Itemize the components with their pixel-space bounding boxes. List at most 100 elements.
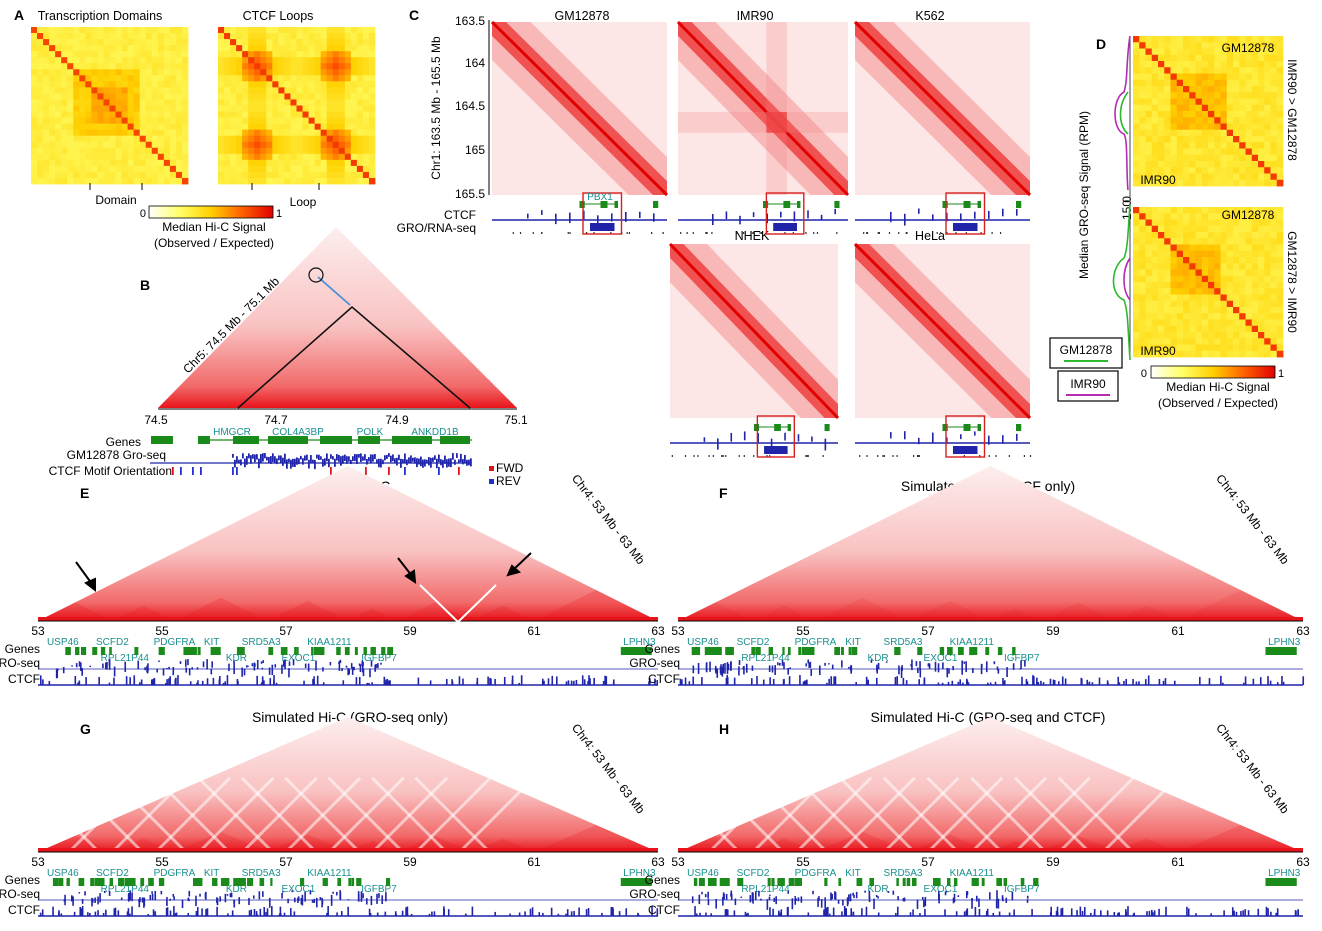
d-bottom-corner-imr90: IMR90 xyxy=(1140,344,1176,358)
panel-letter-g: G xyxy=(80,721,91,737)
panel-g-title: Simulated Hi-C (GRO-seq only) xyxy=(252,709,448,725)
gene-label: LPHN3 xyxy=(623,868,656,879)
axis-tick: 57 xyxy=(279,855,293,869)
axis-tick: 55 xyxy=(796,855,810,869)
axis-tick: 59 xyxy=(1046,624,1060,638)
axis-tick: 59 xyxy=(403,855,417,869)
gene-label-hmgcr: HMGCR xyxy=(213,427,251,438)
track-label: Genes xyxy=(645,873,680,887)
track-label: CTCF xyxy=(8,903,40,917)
axis-tick: 61 xyxy=(1171,624,1185,638)
panel-letter-e: E xyxy=(80,485,89,501)
region-label: Chr4: 53 Mb - 63 Mb xyxy=(1213,721,1292,817)
gene-label: IGFBP7 xyxy=(361,653,397,664)
axis-tick: 53 xyxy=(671,624,685,638)
heatmap-d-imr90-gt-gm12878 xyxy=(1133,36,1284,187)
legend-imr90-label: IMR90 xyxy=(1070,377,1106,391)
track-label: GRO-seq xyxy=(0,656,40,670)
panel-d-ylabel: Median GRO-seq Signal (RPM) xyxy=(1077,111,1091,279)
heatmap-transcription-domains xyxy=(31,27,189,185)
gm12878-profile-bottom xyxy=(1112,204,1131,361)
colorbar-d-label1: Median Hi-C Signal xyxy=(1166,380,1269,394)
gene-label: SCFD2 xyxy=(737,868,770,879)
track-label-genes-b: Genes xyxy=(106,435,141,449)
panel-letter-a: A xyxy=(14,7,24,23)
panel-h-title: Simulated Hi-C (GRO-seq and CTCF) xyxy=(871,709,1106,725)
panel-c-ytick-1: 163.5 xyxy=(455,14,485,28)
gene-label: SCFD2 xyxy=(96,868,129,879)
panel-letter-b: B xyxy=(140,277,150,293)
gene-label: SRD5A3 xyxy=(884,637,923,648)
axis-tick: 63 xyxy=(1296,855,1310,869)
hic-triangle-b xyxy=(158,227,517,409)
axis-tick: 57 xyxy=(921,855,935,869)
gene-label: PDGFRA xyxy=(795,868,837,879)
panel-c-ytick-2: 164 xyxy=(465,56,485,70)
gene-label: USP46 xyxy=(687,637,719,648)
gene-label-col4a3bp: COL4A3BP xyxy=(272,427,324,438)
axis-tick: 55 xyxy=(796,624,810,638)
panel-a-title-2: CTCF Loops xyxy=(243,9,314,23)
gene-label: PDGFRA xyxy=(154,868,196,879)
gene-label: KIT xyxy=(204,637,220,648)
imr90-profile-top xyxy=(1114,35,1131,191)
colorbar-d xyxy=(1150,365,1276,379)
axis-tick: 61 xyxy=(1171,855,1185,869)
gene-label: LPHN3 xyxy=(1268,868,1301,879)
colorbar-d-label2: (Observed / Expected) xyxy=(1158,396,1278,410)
region-label: Chr4: 53 Mb - 63 Mb xyxy=(1213,472,1292,568)
gene-label: KDR xyxy=(867,884,888,895)
heatmap-ctcf-loops xyxy=(218,27,376,185)
d-bottom-corner-gm12878: GM12878 xyxy=(1222,208,1275,222)
gene-label: RPL21P44 xyxy=(101,884,150,895)
track-label: GRO-seq xyxy=(629,887,680,901)
ctcf-motif-track-b xyxy=(172,467,460,475)
axis-tick: 61 xyxy=(527,624,541,638)
panel-c-ylabel: Chr1: 163.5 Mb - 165.5 Mb xyxy=(429,36,443,180)
rev-legend-label: REV xyxy=(496,474,521,488)
axis-tick: 59 xyxy=(1046,855,1060,869)
axis-tick: 57 xyxy=(921,624,935,638)
axis-tick: 55 xyxy=(155,624,169,638)
gene-label: KIT xyxy=(204,868,220,879)
track-label-groseq-b: GM12878 Gro-seq xyxy=(67,448,166,462)
heatmap-d-gm12878-gt-imr90 xyxy=(1133,207,1284,358)
domain-xlabel: Domain xyxy=(95,193,136,207)
panel-letter-h: H xyxy=(719,721,729,737)
track-label-ctcf-c: CTCF xyxy=(444,208,476,222)
track-label: CTCF xyxy=(648,672,680,686)
track-label: GRO-seq xyxy=(629,656,680,670)
gene-label: IGFBP7 xyxy=(1004,884,1040,895)
colorbar-a-label2: (Observed / Expected) xyxy=(154,236,274,250)
gene-label: EXOC1 xyxy=(924,884,958,895)
bottom-hic-panels: Chr4: 53 Mb - 63 Mb535557596163GenesGRO-… xyxy=(0,466,1310,917)
gene-label: SCFD2 xyxy=(737,637,770,648)
gene-label: KIAA1211 xyxy=(950,637,995,648)
track-label: GRO-seq xyxy=(0,887,40,901)
colorbar-a xyxy=(148,205,274,219)
colorbar-a-min: 0 xyxy=(140,208,146,220)
panel-d-ymin: 0 xyxy=(1120,196,1134,203)
panel-letter-f: F xyxy=(719,485,728,501)
gene-label: PDGFRA xyxy=(154,637,196,648)
panel-b-tick-3: 74.9 xyxy=(385,413,409,427)
axis-tick: 61 xyxy=(527,855,541,869)
gene-label: KDR xyxy=(867,653,888,664)
gene-label: EXOC1 xyxy=(924,653,958,664)
gm12878-profile-top xyxy=(1119,91,1129,135)
rev-legend-swatch xyxy=(489,479,494,484)
track-label-ctcf-motif-b: CTCF Motif Orientation xyxy=(49,464,172,478)
gene-label: IGFBP7 xyxy=(1004,653,1040,664)
panel-c-ytick-4: 165 xyxy=(465,143,485,157)
gene-label: SCFD2 xyxy=(96,637,129,648)
d-top-corner-imr90: IMR90 xyxy=(1140,173,1176,187)
fwd-legend-swatch xyxy=(489,466,494,471)
colorbar-a-label1: Median Hi-C Signal xyxy=(162,220,265,234)
gene-track-b xyxy=(151,436,472,444)
axis-tick: 59 xyxy=(403,624,417,638)
track-label: Genes xyxy=(5,642,40,656)
cell-title-k562: K562 xyxy=(915,9,944,23)
region-label: Chr4: 53 Mb - 63 Mb xyxy=(569,721,648,817)
track-label: Genes xyxy=(5,873,40,887)
